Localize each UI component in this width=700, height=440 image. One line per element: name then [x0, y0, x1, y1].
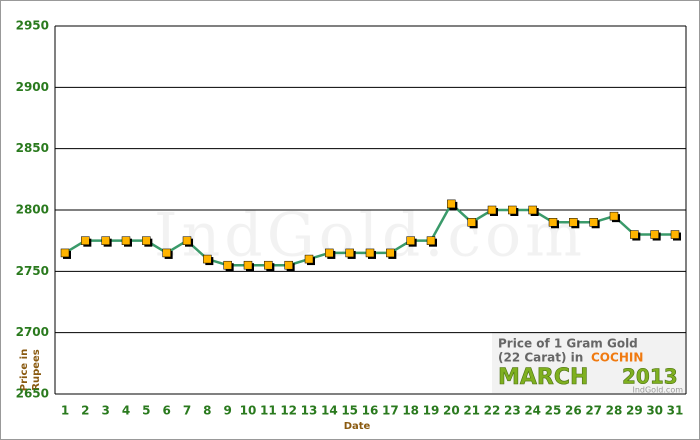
marker — [60, 248, 70, 258]
marker — [508, 205, 517, 215]
marker — [406, 236, 415, 245]
x-tick-label: 1 — [61, 404, 69, 418]
x-tick-label: 7 — [183, 404, 191, 418]
marker — [589, 218, 598, 227]
x-tick-label: 6 — [162, 404, 170, 418]
x-tick-label: 13 — [301, 404, 318, 418]
marker — [162, 248, 171, 258]
marker — [467, 218, 476, 227]
caption-site: IndGold.com — [632, 386, 683, 395]
marker — [101, 236, 110, 245]
marker — [447, 199, 456, 209]
marker — [487, 205, 497, 215]
x-tick-label: 19 — [423, 404, 440, 418]
marker — [142, 236, 151, 245]
y-tick-label: 2750 — [16, 264, 49, 278]
marker — [223, 260, 232, 270]
x-tick-label: 11 — [260, 404, 277, 418]
caption-year: 2013 — [622, 365, 678, 389]
x-tick-label: 24 — [524, 404, 541, 418]
x-tick-label: 15 — [341, 404, 358, 418]
y-axis-label: Price in — [19, 349, 30, 391]
marker — [650, 230, 659, 239]
x-tick-label: 20 — [443, 404, 460, 418]
marker — [264, 260, 273, 270]
x-tick-label: 5 — [142, 404, 150, 418]
y-tick-label: 2700 — [16, 325, 49, 339]
caption-bg — [492, 332, 685, 393]
x-tick-label: 3 — [101, 404, 109, 418]
marker — [81, 236, 90, 245]
y-tick-label: 2650 — [16, 387, 49, 401]
y-tick-label: 2800 — [16, 203, 49, 217]
x-tick-label: 28 — [606, 404, 623, 418]
marker — [243, 260, 253, 270]
x-axis-label: Date — [344, 421, 371, 432]
x-tick-label: 9 — [223, 404, 231, 418]
x-tick-label: 21 — [463, 404, 480, 418]
caption-box: Price of 1 Gram Gold (22 Carat) in COCHI… — [492, 332, 685, 395]
y-tick-label: 2950 — [16, 19, 49, 33]
caption-line1: Price of 1 Gram Gold — [498, 337, 638, 351]
marker — [386, 248, 395, 258]
marker — [284, 260, 293, 270]
x-tick-label: 10 — [240, 404, 257, 418]
x-tick-label: 8 — [203, 404, 211, 418]
x-tick-label: 26 — [565, 404, 582, 418]
x-tick-label: 12 — [280, 404, 297, 418]
caption-city: COCHIN — [591, 351, 643, 365]
x-tick-label: 25 — [545, 404, 562, 418]
y-axis-label: Rupees — [31, 349, 42, 391]
marker — [182, 236, 192, 245]
y-tick-label: 2850 — [16, 141, 49, 155]
caption-line2: (22 Carat) in — [498, 351, 583, 365]
x-tick-label: 29 — [626, 404, 643, 418]
marker — [609, 211, 619, 221]
marker — [203, 254, 212, 264]
x-tick-label: 23 — [504, 404, 521, 418]
x-tick-label: 4 — [122, 404, 130, 418]
marker — [121, 236, 131, 245]
x-tick-label: 2 — [81, 404, 89, 418]
x-tick-label: 27 — [585, 404, 602, 418]
marker — [325, 248, 334, 258]
marker — [569, 218, 578, 227]
y-tick-label: 2900 — [16, 80, 49, 94]
marker — [528, 205, 537, 215]
marker — [304, 254, 314, 264]
x-tick-label: 17 — [382, 404, 399, 418]
marker — [345, 248, 354, 258]
x-tick-label: 22 — [484, 404, 501, 418]
caption-month: MARCH — [498, 365, 588, 390]
x-tick-label: 16 — [362, 404, 379, 418]
marker — [365, 248, 375, 258]
marker — [426, 236, 436, 245]
x-tick-label: 30 — [646, 404, 663, 418]
x-tick-label: 14 — [321, 404, 338, 418]
marker — [630, 230, 639, 239]
marker — [670, 230, 680, 239]
x-tick-label: 18 — [402, 404, 419, 418]
x-tick-label: 31 — [667, 404, 684, 418]
marker — [548, 218, 558, 227]
